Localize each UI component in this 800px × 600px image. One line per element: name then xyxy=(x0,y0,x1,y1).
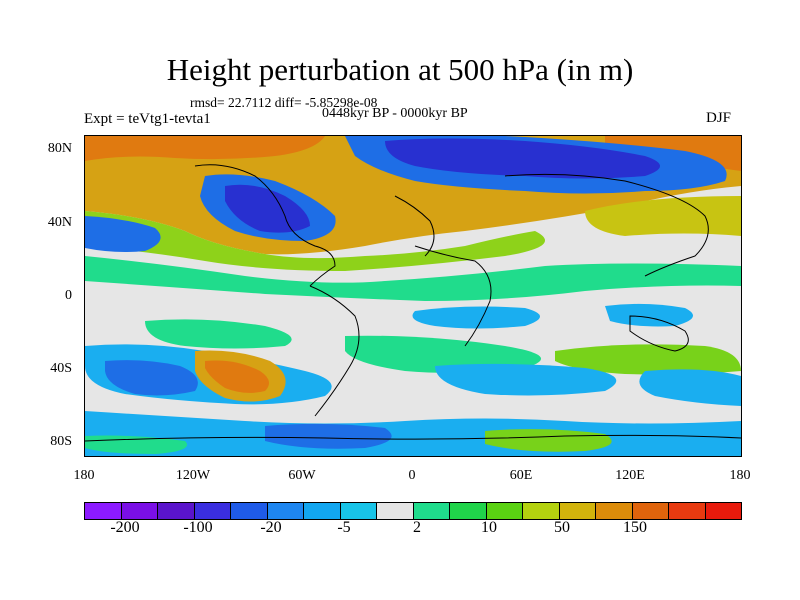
y-tick-80s: 80S xyxy=(50,434,72,449)
colorbar-label: 50 xyxy=(554,519,570,536)
colorbar-box xyxy=(340,503,377,519)
colorbar-box xyxy=(304,503,341,519)
coastlines xyxy=(85,164,741,442)
colorbar-box xyxy=(486,503,523,519)
x-tick-180e: 180 xyxy=(729,468,751,483)
colorbar-box xyxy=(231,503,268,519)
y-tick-40n: 40N xyxy=(47,215,72,230)
colorbar-box xyxy=(267,503,304,519)
color-bar xyxy=(84,502,742,520)
colorbar-label: -20 xyxy=(260,519,282,536)
y-tick-80n: 80N xyxy=(47,141,72,156)
y-tick-40s: 40S xyxy=(50,361,72,376)
north-negative-centres xyxy=(85,136,727,252)
experiment-label: Expt = teVtg1-tevta1 xyxy=(84,111,211,127)
season-label: DJF xyxy=(706,110,732,126)
colorbar-box xyxy=(413,503,450,519)
colorbar-box xyxy=(121,503,158,519)
colorbar-box xyxy=(596,503,633,519)
x-tick-60e: 60E xyxy=(509,468,533,483)
colorbar-box xyxy=(523,503,560,519)
tropical-bands xyxy=(85,256,741,349)
colorbar-label: -200 xyxy=(110,519,140,536)
colorbar-label: 10 xyxy=(481,519,497,536)
statistics-line: rmsd= 22.7112 diff= -5.85298e-08 xyxy=(190,95,378,110)
colorbar-box xyxy=(705,503,741,519)
colorbar-box xyxy=(194,503,231,519)
map-title: Height perturbation at 500 hPa (in m) xyxy=(166,52,634,87)
y-tick-0: 0 xyxy=(65,288,72,303)
colorbar-box xyxy=(158,503,195,519)
colorbar-label: -5 xyxy=(337,519,351,536)
x-tick-0: 0 xyxy=(408,468,416,483)
contour-map xyxy=(84,135,742,457)
x-tick-180w: 180 xyxy=(73,468,95,483)
colorbar-box xyxy=(450,503,487,519)
period-label: 0448kyr BP - 0000kyr BP xyxy=(322,106,468,121)
x-tick-60w: 60W xyxy=(288,468,316,483)
south-bands xyxy=(85,335,741,456)
colorbar-box xyxy=(632,503,669,519)
colorbar-box xyxy=(85,503,122,519)
x-tick-120e: 120E xyxy=(615,468,645,483)
colorbar-label: 2 xyxy=(413,519,421,536)
colorbar-label: 150 xyxy=(623,519,647,536)
colorbar-box xyxy=(377,503,414,519)
x-tick-120w: 120W xyxy=(175,468,211,483)
colorbar-box xyxy=(669,503,706,519)
colorbar-label: -100 xyxy=(183,519,213,536)
colorbar-box xyxy=(559,503,596,519)
